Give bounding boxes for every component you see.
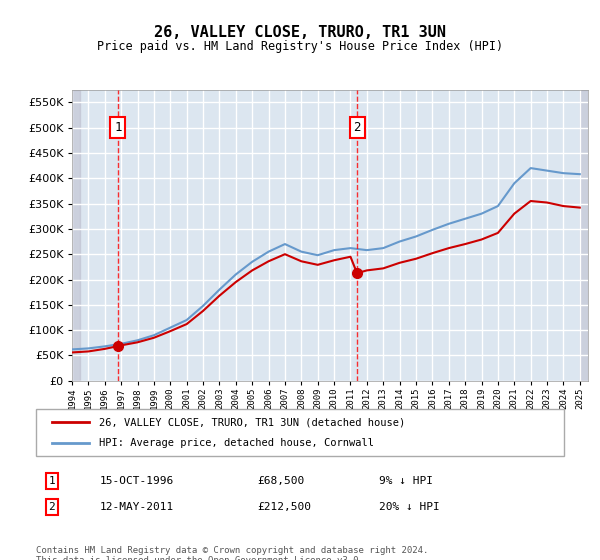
Text: £212,500: £212,500 <box>258 502 312 512</box>
Text: 15-OCT-1996: 15-OCT-1996 <box>100 476 173 486</box>
Text: 26, VALLEY CLOSE, TRURO, TR1 3UN (detached house): 26, VALLEY CLOSE, TRURO, TR1 3UN (detach… <box>100 417 406 427</box>
Bar <box>580 90 588 381</box>
Text: 2: 2 <box>353 121 361 134</box>
Text: £68,500: £68,500 <box>258 476 305 486</box>
Text: 20% ↓ HPI: 20% ↓ HPI <box>379 502 440 512</box>
FancyBboxPatch shape <box>36 409 564 456</box>
Text: 2: 2 <box>49 502 55 512</box>
Text: 1: 1 <box>49 476 55 486</box>
Text: 26, VALLEY CLOSE, TRURO, TR1 3UN: 26, VALLEY CLOSE, TRURO, TR1 3UN <box>154 25 446 40</box>
Text: 12-MAY-2011: 12-MAY-2011 <box>100 502 173 512</box>
Text: 1: 1 <box>114 121 122 134</box>
Text: Price paid vs. HM Land Registry's House Price Index (HPI): Price paid vs. HM Land Registry's House … <box>97 40 503 53</box>
Text: HPI: Average price, detached house, Cornwall: HPI: Average price, detached house, Corn… <box>100 438 374 448</box>
Text: Contains HM Land Registry data © Crown copyright and database right 2024.
This d: Contains HM Land Registry data © Crown c… <box>36 546 428 560</box>
Bar <box>72 90 80 381</box>
Text: 9% ↓ HPI: 9% ↓ HPI <box>379 476 433 486</box>
